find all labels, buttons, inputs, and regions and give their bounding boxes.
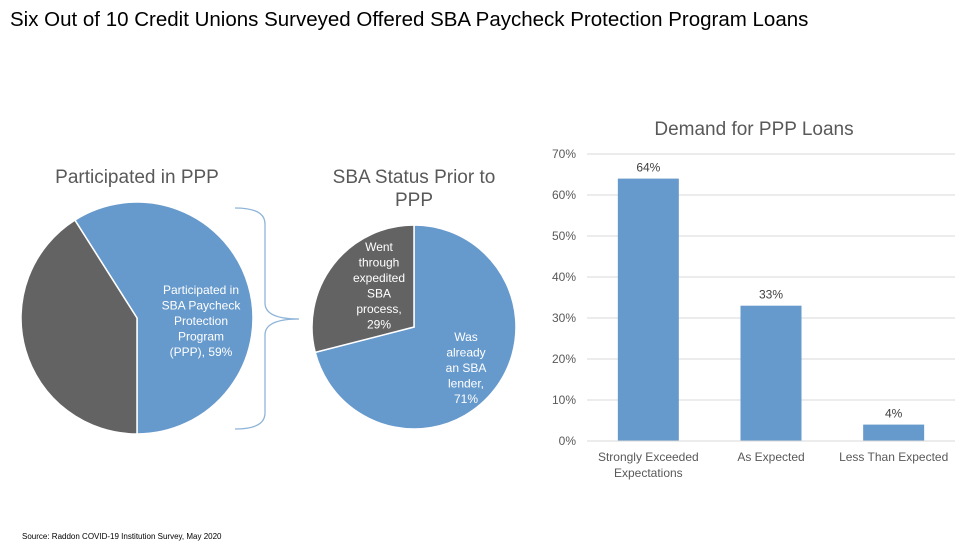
y-tick-label: 60% [552, 188, 576, 202]
x-tick-label: Less Than Expected [839, 450, 948, 464]
pie-slice-label: Went through expedited SBA process, 29% [353, 240, 405, 332]
page-title: Six Out of 10 Credit Unions Surveyed Off… [10, 8, 809, 31]
pie-chart-participated: Participated in PPP Participated in SBA Pa… [20, 167, 254, 435]
y-tick-label: 50% [552, 229, 576, 243]
bar-data-label: 4% [885, 407, 903, 421]
bar [617, 178, 679, 441]
y-tick-label: 0% [559, 434, 577, 448]
pie-slice [73, 201, 254, 435]
bar-data-label: 33% [759, 288, 783, 302]
x-tick-label: Strongly Exceeded Expectations [598, 450, 699, 480]
x-tick-label: As Expected [737, 450, 804, 464]
pie-title: SBA Status Prior to PPP [333, 167, 496, 211]
bracket-connector [234, 207, 300, 430]
bar [863, 424, 925, 441]
bar [740, 305, 802, 441]
y-tick-label: 20% [552, 352, 576, 366]
pie-slice-label: Participated in SBA Paycheck Protection Pro… [162, 283, 242, 359]
y-tick-label: 70% [552, 147, 576, 161]
bar-chart-title: Demand for PPP Loans [654, 119, 853, 140]
y-tick-label: 40% [552, 270, 576, 284]
pie-slice-label: Was already an SBA lender, 71% [446, 330, 487, 406]
pie-slice [20, 219, 138, 435]
y-tick-label: 30% [552, 311, 576, 325]
pie-title: Participated in PPP [55, 167, 219, 188]
pie-chart-sba-status: SBA Status Prior to PPP Was already an SBA le… [311, 167, 517, 430]
bar-data-label: 64% [636, 161, 660, 175]
pie-slice [314, 224, 517, 430]
pie-slice [311, 224, 415, 354]
y-tick-label: 10% [552, 393, 576, 407]
bar-chart-demand: Demand for PPP Loans 0% 10% 20% 30% 40% 50% 60%… [552, 119, 955, 480]
source-note: Source: Raddon COVID-19 Institution Surv… [22, 532, 222, 541]
